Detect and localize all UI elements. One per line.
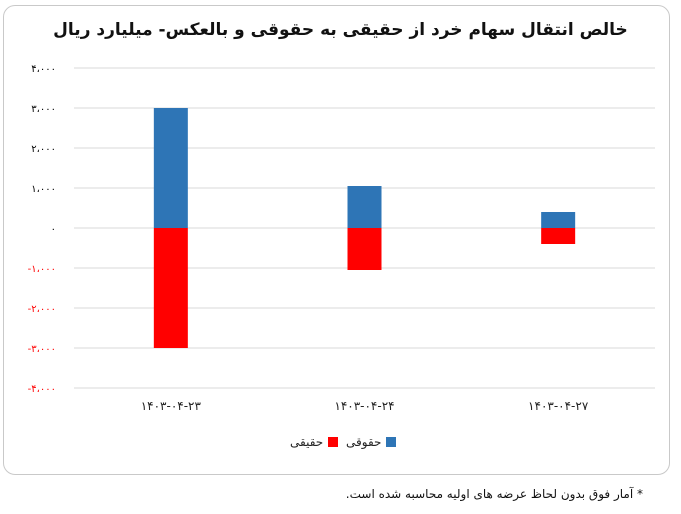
legend-label-hoghooghi: حقوقی xyxy=(346,435,382,449)
bar-hoghooghi xyxy=(541,212,576,228)
y-tick-label: -۱،۰۰۰ xyxy=(28,264,56,275)
x-tick-label: ۱۴۰۳-۰۴-۲۴ xyxy=(334,399,394,413)
x-tick-label: ۱۴۰۳-۰۴-۲۳ xyxy=(141,399,202,413)
y-tick-label: ۳،۰۰۰ xyxy=(31,104,56,115)
y-tick-label: ۲،۰۰۰ xyxy=(31,144,56,155)
legend-swatch-haghighi xyxy=(328,437,339,447)
legend-item-haghighi: حقیقی xyxy=(290,435,339,449)
y-tick-label: ۴،۰۰۰ xyxy=(31,64,56,75)
legend-item-hoghooghi: حقوقی xyxy=(346,435,397,449)
legend-label-haghighi: حقیقی xyxy=(290,435,324,449)
chart-legend: حقوقی حقیقی xyxy=(0,435,681,455)
chart-title: خالص انتقال سهام خرد از حقیقی به حقوقی و… xyxy=(53,20,628,40)
bar-haghighi xyxy=(153,228,188,348)
bar-haghighi xyxy=(347,228,382,270)
footnote: * آمار فوق بدون لحاظ عرضه های اولیه محاس… xyxy=(345,487,643,501)
bar-haghighi xyxy=(541,228,576,244)
bar-hoghooghi xyxy=(347,186,382,228)
y-tick-label: -۴،۰۰۰ xyxy=(28,384,56,395)
legend-swatch-hoghooghi xyxy=(386,437,397,447)
y-tick-label: ۱،۰۰۰ xyxy=(31,184,56,195)
y-tick-label: ۰ xyxy=(51,224,56,235)
x-tick-label: ۱۴۰۳-۰۴-۲۷ xyxy=(528,399,589,413)
y-tick-label: -۲،۰۰۰ xyxy=(28,304,56,315)
chart-plot: ۴،۰۰۰ ۳،۰۰۰ ۲،۰۰۰ ۱،۰۰۰ ۰ -۱،۰۰۰ -۲،۰۰۰ -۳،۰۰۰ -… xyxy=(28,64,655,413)
y-tick-label: -۳،۰۰۰ xyxy=(28,344,56,355)
bar-hoghooghi xyxy=(153,108,188,228)
